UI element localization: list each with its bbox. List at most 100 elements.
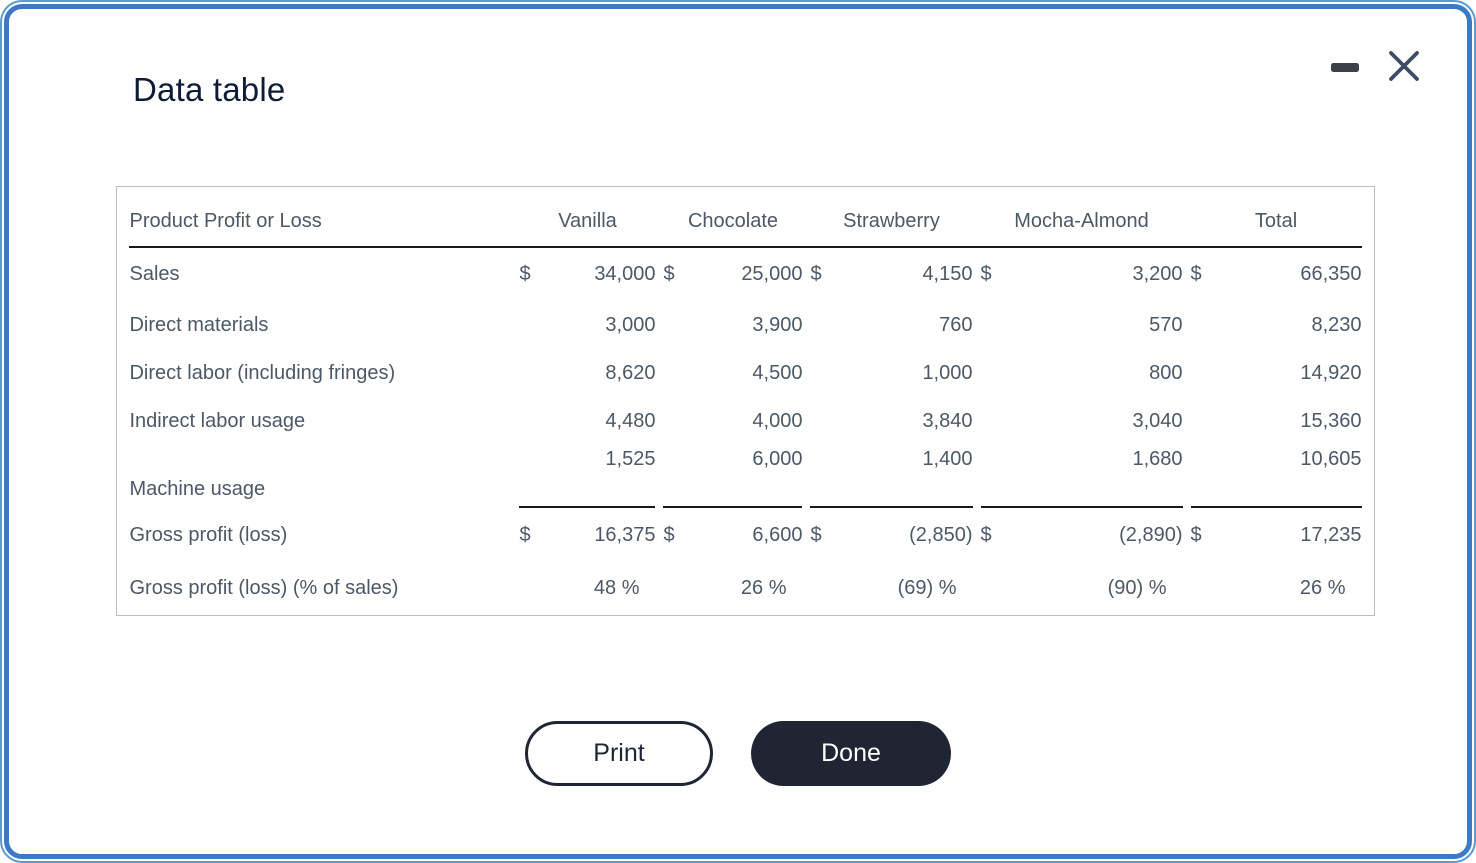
currency-cell: $ [663, 263, 675, 285]
column-spacer [802, 563, 810, 613]
value-cell: 66,350 [1300, 263, 1362, 285]
row-label: Gross profit (loss) [129, 523, 288, 546]
column-spacer [1183, 397, 1191, 445]
value-cell: 25,000 [741, 263, 803, 285]
value-cell: 10,605 [1216, 445, 1362, 508]
print-button[interactable]: Print [525, 721, 713, 786]
currency-cell [519, 301, 543, 349]
value-cell: 3,200 [1132, 263, 1183, 285]
value-cell: 1,525 [543, 445, 656, 508]
value-cell: 34,000 [594, 263, 656, 285]
column-spacer [973, 397, 981, 445]
value-cell: 17,235 [1300, 524, 1362, 546]
column-spacer [802, 301, 810, 349]
value-cell: 4,480 [605, 409, 656, 432]
column-spacer [802, 247, 810, 301]
currency-cell: $ [1190, 263, 1202, 285]
column-spacer [1183, 247, 1191, 301]
column-spacer [1183, 445, 1191, 507]
table-row: Machine usage 1,525 6,000 1,400 1,680 10,605 [129, 445, 1362, 508]
currency-cell [810, 563, 836, 613]
column-spacer [655, 247, 663, 301]
header-spacer [972, 189, 981, 248]
column-spacer [973, 247, 981, 301]
table-body: Sales $34,000 $25,000 $4,150 $3,200 $66,350 Di… [129, 247, 1362, 613]
value-cell: 48 % [593, 576, 640, 599]
column-header-chocolate: Chocolate [663, 189, 803, 248]
value-cell: 8,230 [1311, 313, 1362, 336]
currency-cell [981, 397, 1007, 445]
page-title: Data table [133, 71, 286, 108]
currency-cell [1191, 563, 1217, 613]
value-cell: 1,400 [836, 445, 973, 508]
currency-cell: $ [519, 263, 531, 285]
value-cell: 1,000 [922, 361, 973, 384]
value-cell: 760 [939, 313, 973, 336]
value-cell: 4,150 [922, 263, 973, 285]
currency-cell: $ [810, 524, 822, 546]
currency-cell [663, 445, 688, 508]
data-table-card: Product Profit or Loss Vanilla Chocolate… [116, 186, 1375, 616]
row-label: Direct materials [129, 313, 269, 336]
column-header-label: Product Profit or Loss [129, 189, 520, 248]
column-spacer [973, 507, 981, 563]
currency-cell [663, 301, 687, 349]
done-button[interactable]: Done [751, 721, 951, 786]
row-label: Gross profit (loss) (% of sales) [129, 576, 399, 599]
row-label: Sales [129, 263, 180, 285]
action-button-row: Print Done [9, 721, 1467, 786]
column-spacer [802, 507, 810, 563]
currency-cell [981, 301, 1007, 349]
currency-cell [663, 349, 687, 397]
value-cell: (2,890) [1119, 524, 1183, 546]
header-spacer [802, 189, 811, 248]
header-spacer [655, 189, 664, 248]
value-cell: (69) % [897, 576, 957, 599]
column-spacer [1183, 507, 1191, 563]
currency-cell [1191, 397, 1217, 445]
table-row: Direct labor (including fringes) 8,620 4,5… [129, 349, 1361, 397]
currency-cell: $ [519, 524, 531, 546]
column-header-vanilla: Vanilla [519, 189, 656, 248]
minimize-icon[interactable] [1331, 63, 1359, 72]
value-cell: 3,000 [605, 313, 656, 336]
table-row: Indirect labor usage 4,480 4,000 3,840 3,040… [129, 397, 1361, 445]
currency-cell [810, 301, 836, 349]
value-cell: 800 [1149, 361, 1183, 384]
currency-cell: $ [663, 524, 675, 546]
currency-cell [1191, 349, 1217, 397]
table-header-row: Product Profit or Loss Vanilla Chocolate… [129, 189, 1362, 248]
value-cell: 3,900 [752, 313, 803, 336]
value-cell: 1,680 [1006, 445, 1183, 508]
currency-cell: $ [980, 263, 992, 285]
value-cell: (90) % [1107, 576, 1167, 599]
value-cell: 26 % [1299, 576, 1346, 599]
row-label: Direct labor (including fringes) [129, 361, 396, 384]
currency-cell [663, 563, 687, 613]
column-header-total: Total [1190, 189, 1362, 248]
table-row: Gross profit (loss) (% of sales) 48 % 26 %… [129, 563, 1361, 613]
column-spacer [802, 397, 810, 445]
currency-cell [663, 397, 687, 445]
currency-cell [981, 563, 1007, 613]
currency-cell [1190, 445, 1217, 508]
close-icon[interactable] [1387, 49, 1421, 83]
table-row: Sales $34,000 $25,000 $4,150 $3,200 $66,350 [129, 247, 1361, 301]
window-controls [1247, 9, 1467, 99]
currency-cell [980, 445, 1007, 508]
value-cell: 3,840 [922, 409, 973, 432]
currency-cell [519, 397, 543, 445]
value-cell: (2,850) [909, 524, 973, 546]
column-spacer [655, 563, 663, 613]
column-spacer [802, 349, 810, 397]
value-cell: 3,040 [1132, 409, 1183, 432]
value-cell: 8,620 [605, 361, 656, 384]
value-cell: 4,500 [752, 361, 803, 384]
value-cell: 570 [1149, 313, 1183, 336]
currency-cell [519, 563, 543, 613]
value-cell: 14,920 [1300, 361, 1362, 384]
value-cell: 6,600 [752, 524, 803, 546]
table-row: Gross profit (loss) $16,375 $6,600 $ (2,850)… [129, 507, 1361, 563]
column-spacer [655, 397, 663, 445]
column-spacer [973, 349, 981, 397]
